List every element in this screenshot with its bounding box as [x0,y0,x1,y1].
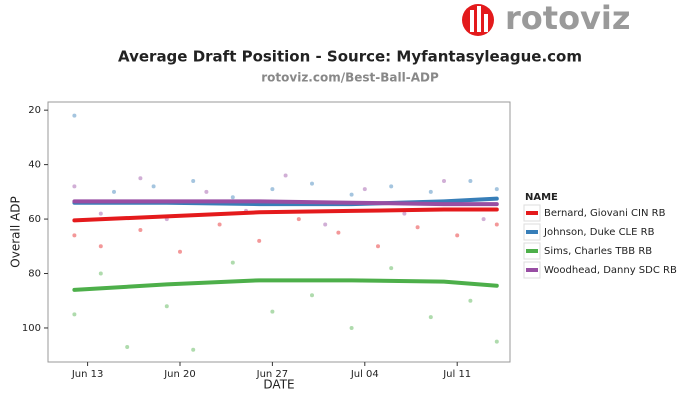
scatter-point [336,230,341,235]
scatter-point [98,271,103,276]
scatter-point [362,187,367,192]
scatter-point [494,187,499,192]
scatter-point [191,347,196,352]
scatter-point [230,260,235,265]
trend-line [72,278,499,292]
scatter-point [428,189,433,194]
x-tick-label: Jun 27 [256,369,289,380]
scatter-point [389,266,394,271]
y-tick-label: 60 [28,214,41,225]
scatter-point [125,345,130,350]
scatter-point [72,233,77,238]
scatter-point [468,298,473,303]
legend-label: Johnson, Duke CLE RB [543,227,655,238]
scatter-point [494,222,499,227]
x-tick-label: Jul 11 [442,369,471,380]
trend-line [72,207,499,223]
scatter-point [72,312,77,317]
scatter-point [296,217,301,222]
scatter-point [138,176,143,181]
logo-icon [484,14,488,32]
scatter-point [138,227,143,232]
scatter-point [323,222,328,227]
y-tick-label: 80 [28,269,41,280]
scatter-point [204,189,209,194]
scatter-point [72,113,77,118]
legend-label: Bernard, Giovani CIN RB [544,208,666,219]
scatter-point [283,173,288,178]
scatter-point [310,181,314,186]
x-tick-label: Jul 04 [350,369,379,380]
scatter-point [164,304,169,309]
x-tick-label: Jun 20 [163,369,196,380]
scatter-point [270,309,275,314]
logo: rotoviz [462,0,631,37]
scatter-point [270,187,275,192]
trend-line [72,199,499,207]
logo-icon [477,6,481,32]
scatter-point [415,225,420,230]
y-tick-label: 20 [28,105,41,116]
x-axis-label: DATE [263,378,294,392]
scatter-point [98,211,103,216]
chart-title: Average Draft Position - Source: Myfanta… [118,48,582,66]
legend-label: Sims, Charles TBB RB [544,246,652,257]
scatter-point [191,178,196,183]
scatter-point [257,238,262,243]
legend-title: NAME [525,192,558,203]
y-axis-label: Overall ADP [9,196,23,267]
scatter-point [468,178,473,183]
scatter-point [310,293,314,298]
y-tick-label: 40 [28,160,41,171]
logo-icon [470,10,474,32]
scatter-point [428,315,433,320]
x-tick-label: Jun 13 [71,369,104,380]
chart-subtitle: rotoviz.com/Best-Ball-ADP [261,71,439,85]
legend-label: Woodhead, Danny SDC RB [544,265,677,276]
scatter-point [349,192,354,197]
scatter-point [349,325,354,330]
scatter-point [376,244,380,249]
scatter-point [494,339,499,344]
scatter-point [178,249,182,254]
scatter-point [442,178,446,183]
scatter-point [455,233,460,238]
scatter-point [217,222,222,227]
logo-text: rotoviz [505,0,631,37]
y-tick-label: 100 [22,323,41,334]
scatter-point [481,217,486,222]
plot-frame [47,101,511,363]
scatter-point [72,184,77,189]
scatter-point [112,189,116,194]
scatter-point [230,195,235,200]
scatter-point [151,184,156,189]
scatter-point [98,244,103,249]
scatter-point [389,184,394,189]
scatter-point [402,211,407,216]
